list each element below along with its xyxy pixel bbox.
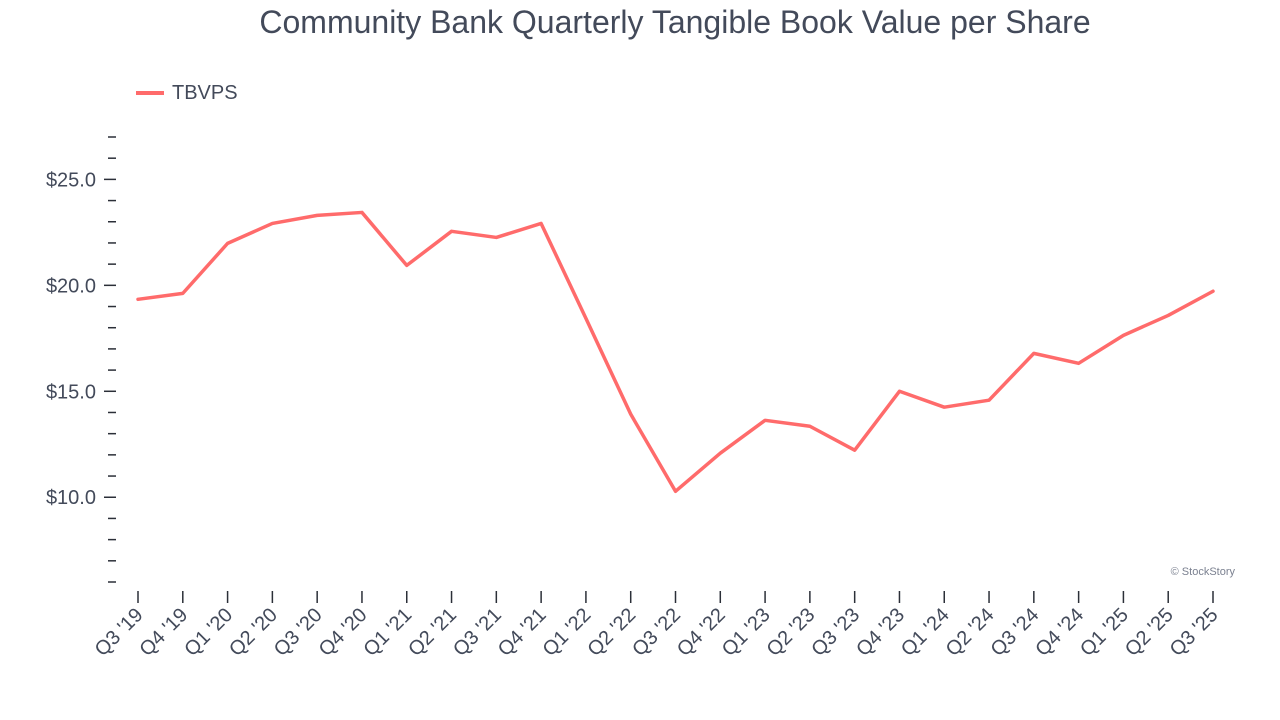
x-tick-label: Q3 '23 [807, 604, 864, 661]
x-tick-label: Q1 '25 [1076, 604, 1133, 661]
x-tick-label: Q3 '19 [91, 604, 148, 661]
x-tick-label: Q2 '25 [1121, 604, 1178, 661]
x-tick-label: Q4 '21 [494, 604, 551, 661]
series-line [136, 210, 1215, 494]
y-tick-label: $15.0 [46, 381, 96, 403]
legend: TBVPS [136, 82, 238, 104]
x-tick-label: Q4 '22 [673, 604, 730, 661]
series-tbvps [136, 210, 1215, 494]
y-tick-label: $10.0 [46, 487, 96, 509]
x-tick-label: Q1 '20 [180, 604, 237, 661]
x-tick-label: Q4 '23 [852, 604, 909, 661]
x-tick-label: Q3 '20 [270, 604, 327, 661]
y-tick-label: $20.0 [46, 275, 96, 297]
x-tick-label: Q2 '20 [225, 604, 282, 661]
credit: © StockStory [1171, 566, 1236, 578]
x-tick-label: Q4 '24 [1031, 604, 1088, 661]
x-tick-label: Q4 '20 [315, 604, 372, 661]
x-tick-label: Q3 '25 [1166, 604, 1223, 661]
chart-title: Community Bank Quarterly Tangible Book V… [259, 4, 1090, 40]
x-tick-label: Q4 '19 [136, 604, 193, 661]
x-tick-label: Q2 '23 [763, 604, 820, 661]
x-tick-label: Q2 '24 [942, 604, 999, 661]
x-tick-label: Q1 '23 [718, 604, 775, 661]
x-tick-label: Q2 '22 [583, 604, 640, 661]
x-tick-label: Q1 '21 [359, 604, 416, 661]
legend-label: TBVPS [172, 82, 238, 104]
x-tick-label: Q3 '21 [449, 604, 506, 661]
y-axis: $10.0 $15.0 $20.0 $25.0 [46, 136, 116, 583]
y-tick-label: $25.0 [46, 169, 96, 191]
x-tick-label: Q1 '22 [539, 604, 596, 661]
x-tick-label: Q2 '21 [404, 604, 461, 661]
x-tick-label: Q3 '22 [628, 604, 685, 661]
x-tick-label: Q1 '24 [897, 604, 954, 661]
x-tick-label: Q3 '24 [987, 604, 1044, 661]
